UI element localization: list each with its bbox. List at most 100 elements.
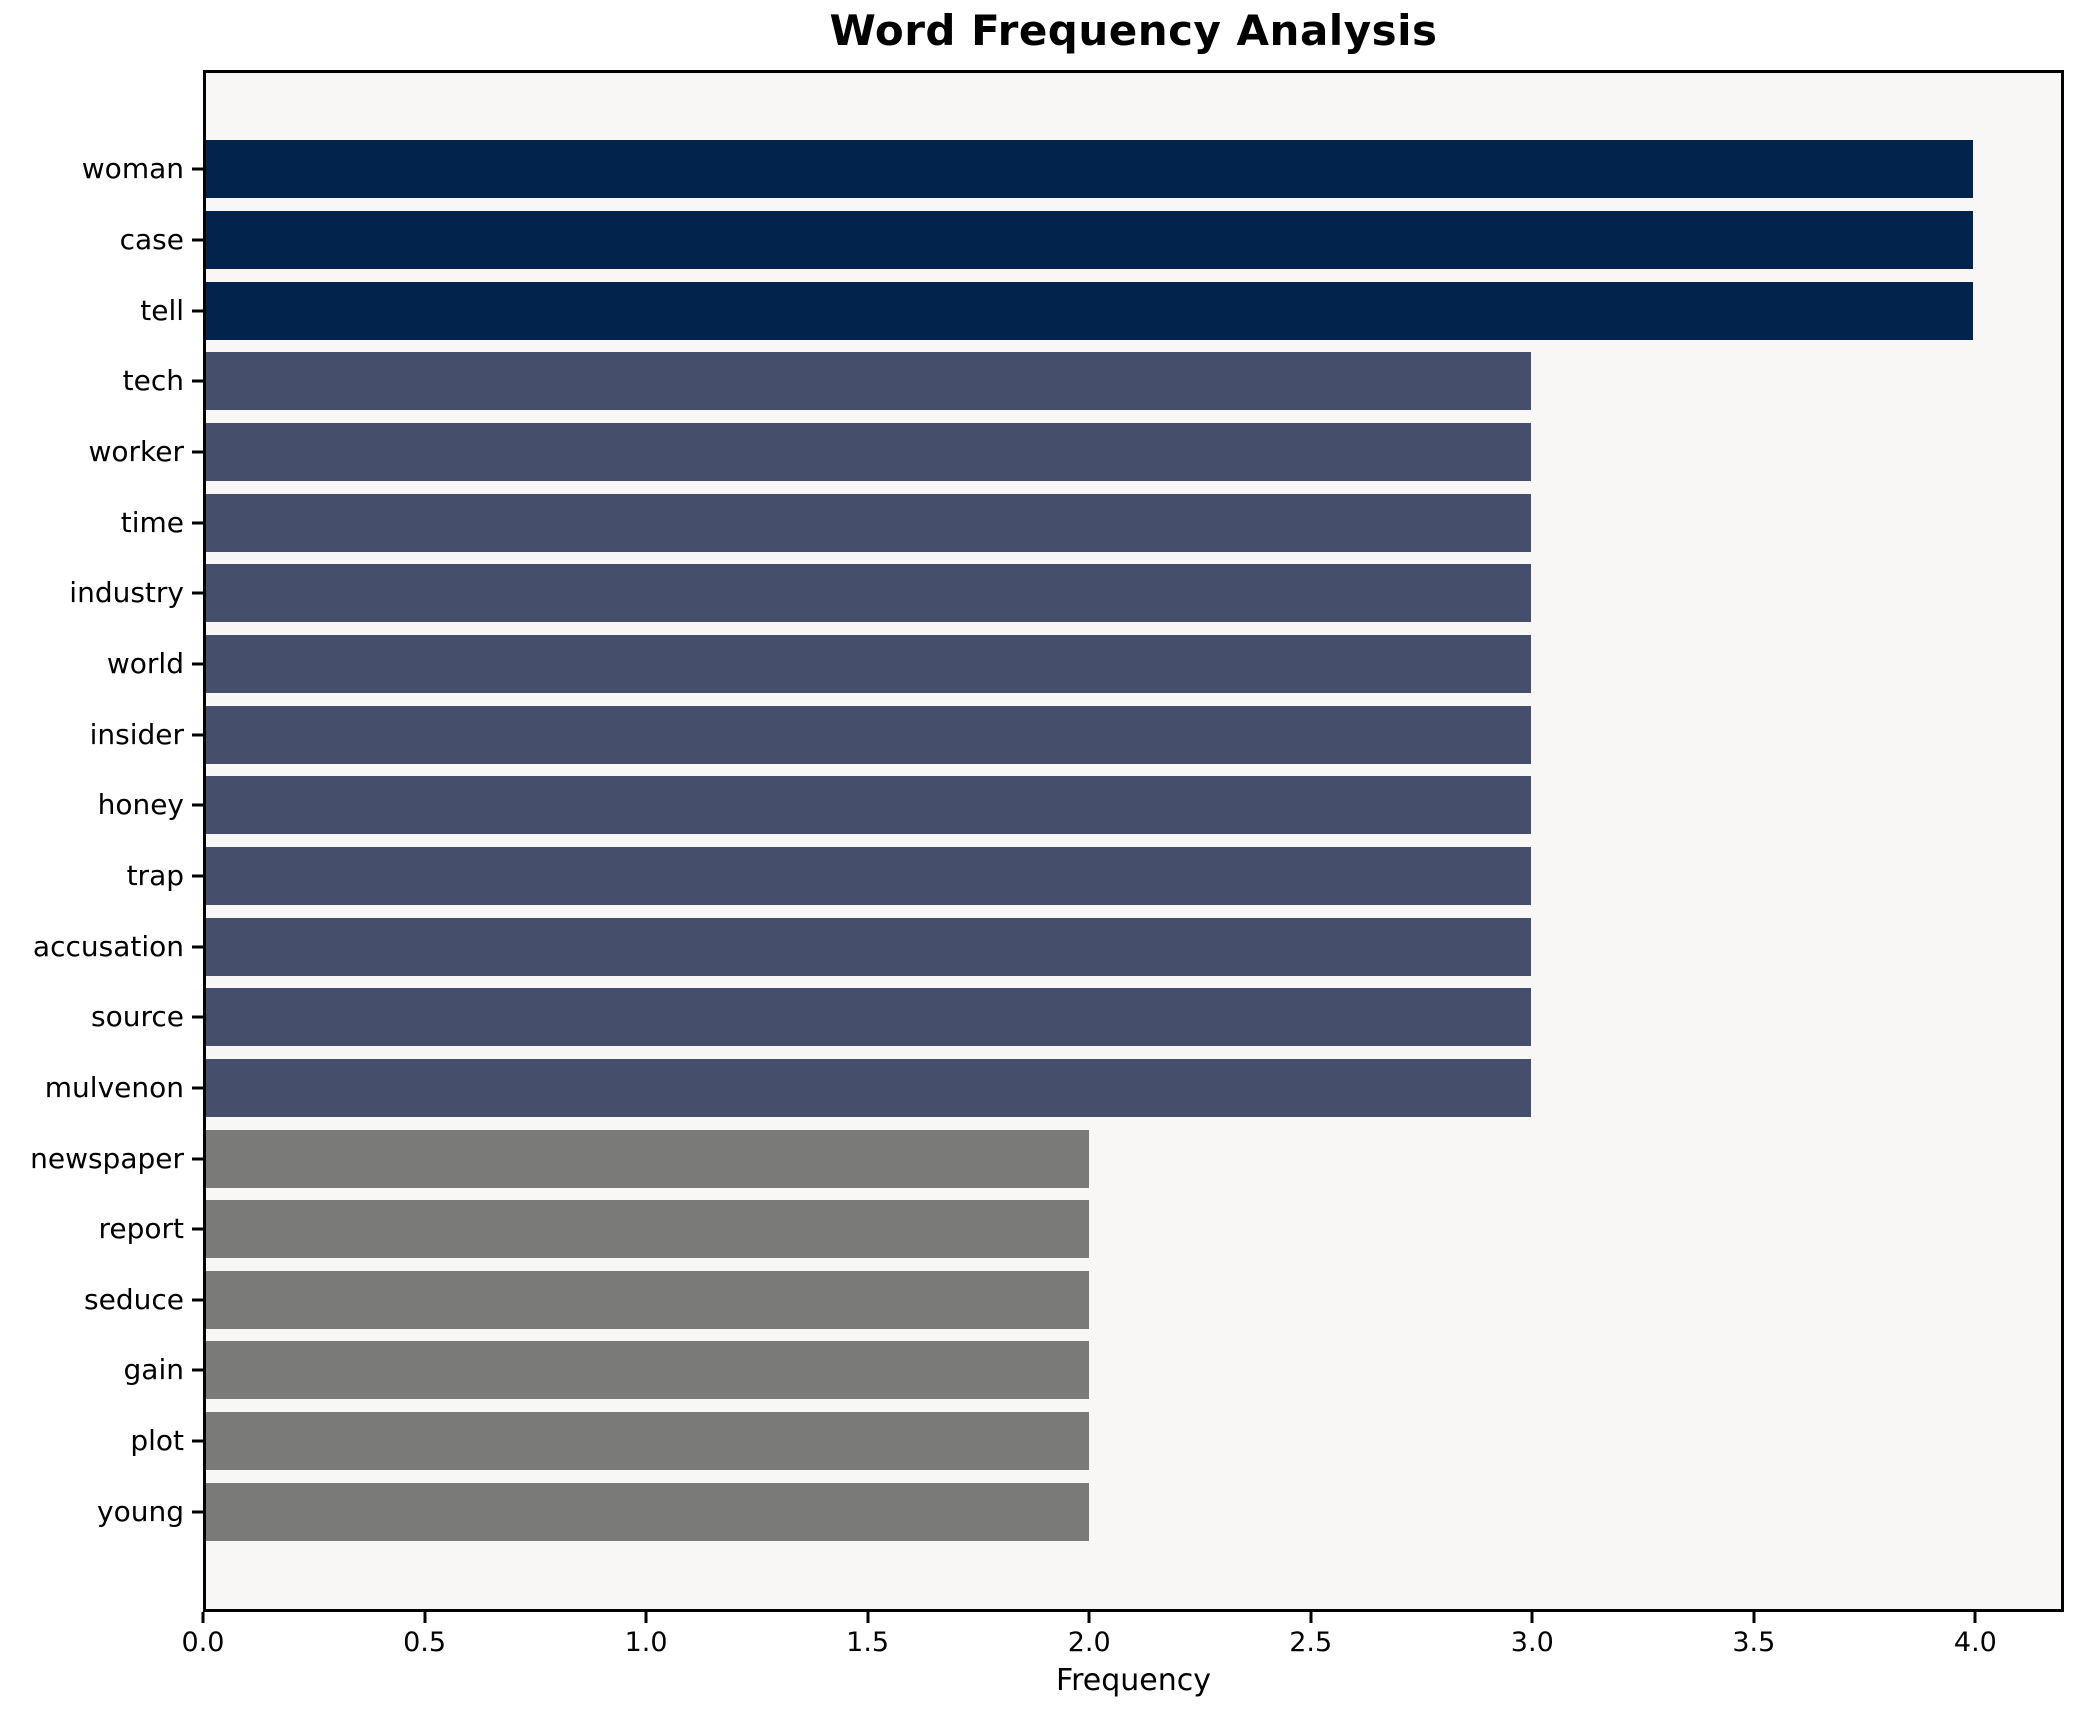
bar-row: accusation (33, 911, 2061, 982)
bar-row: case (120, 205, 2061, 276)
x-tick-label: 0.0 (181, 1627, 225, 1658)
x-tick-mark (1752, 1612, 1756, 1623)
x-tick-mark (1973, 1612, 1977, 1623)
bar (206, 422, 1531, 481)
y-tick-label: gain (123, 1353, 184, 1387)
y-tick-mark (192, 1510, 203, 1514)
y-tick-label: time (120, 505, 184, 539)
y-tick-mark (192, 379, 203, 383)
y-tick-label: plot (130, 1424, 184, 1458)
y-tick-mark (192, 167, 203, 171)
x-tick-mark (866, 1612, 870, 1623)
y-tick-label: world (106, 646, 184, 680)
bar (206, 634, 1531, 693)
y-tick-label: case (119, 222, 184, 256)
y-tick-mark (192, 238, 203, 242)
x-tick-label: 3.5 (1732, 1627, 1776, 1658)
bar-row: report (98, 1194, 2061, 1265)
x-tick-label: 1.0 (624, 1627, 668, 1658)
bar (206, 281, 1973, 340)
bar-row: worker (89, 417, 2061, 488)
bar (206, 1341, 1090, 1400)
y-tick-mark (192, 1298, 203, 1302)
bar (206, 352, 1531, 411)
y-tick-mark (192, 733, 203, 737)
x-tick-mark (1530, 1612, 1534, 1623)
x-tick-label: 0.5 (403, 1627, 447, 1658)
bars: woman case tell tech worker time industry world… (30, 134, 2061, 1547)
y-tick-label: industry (69, 576, 184, 610)
bar (206, 493, 1531, 552)
bar (206, 1270, 1090, 1329)
x-tick-mark (423, 1612, 427, 1623)
bar (206, 705, 1531, 764)
y-tick-mark (192, 803, 203, 807)
y-tick-label: trap (126, 858, 184, 892)
bar-row: tell (140, 275, 2061, 346)
bar (206, 564, 1531, 623)
bar-row: mulvenon (45, 1053, 2061, 1124)
x-axis-label: Frequency (1056, 1663, 1211, 1698)
y-tick-label: newspaper (30, 1141, 184, 1175)
y-tick-label: report (98, 1212, 184, 1246)
y-tick-mark (192, 1157, 203, 1161)
y-tick-mark (192, 1368, 203, 1372)
bar-row: industry (69, 558, 2061, 629)
y-tick-mark (192, 591, 203, 595)
bar-row: source (91, 982, 2061, 1053)
bar-row: world (107, 629, 2061, 700)
x-tick-mark (644, 1612, 648, 1623)
y-tick-mark (192, 1086, 203, 1090)
y-tick-mark (192, 1227, 203, 1231)
chart-title: Word Frequency Analysis (829, 6, 1438, 55)
y-tick-label: accusation (32, 929, 184, 963)
x-tick-mark (201, 1612, 205, 1623)
y-tick-label: tell (140, 293, 184, 327)
bar (206, 1482, 1090, 1541)
bar (206, 988, 1531, 1047)
bar-row: insider (90, 699, 2061, 770)
x-tick-label: 3.0 (1510, 1627, 1554, 1658)
y-tick-mark (192, 521, 203, 525)
y-tick-label: mulvenon (44, 1070, 184, 1104)
y-tick-label: tech (122, 364, 184, 398)
y-tick-mark (192, 662, 203, 666)
plot-area: woman case tell tech worker time industry world… (30, 70, 2064, 1612)
bar-row: trap (127, 841, 2061, 912)
bar-row: gain (124, 1335, 2061, 1406)
x-tick-label: 2.5 (1289, 1627, 1333, 1658)
bar (206, 776, 1531, 835)
bar-row: tech (123, 346, 2061, 417)
y-tick-mark (192, 1015, 203, 1019)
y-tick-label: honey (97, 788, 184, 822)
y-tick-label: young (97, 1494, 184, 1528)
y-tick-label: insider (89, 717, 184, 751)
bar (206, 1412, 1090, 1471)
y-tick-mark (192, 874, 203, 878)
x-tick-label: 2.0 (1067, 1627, 1111, 1658)
bar (206, 917, 1531, 976)
y-tick-mark (192, 309, 203, 313)
y-tick-label: worker (88, 434, 185, 468)
bar-row: newspaper (30, 1123, 2061, 1194)
y-tick-mark (192, 945, 203, 949)
bar-row: young (97, 1476, 2061, 1547)
x-tick-label: 1.5 (846, 1627, 890, 1658)
bar (206, 846, 1531, 905)
bar-row: woman (82, 134, 2061, 205)
bar-row: time (121, 487, 2061, 558)
x-tick-mark (1087, 1612, 1091, 1623)
y-tick-label: source (91, 1000, 184, 1034)
y-tick-mark (192, 450, 203, 454)
y-tick-label: woman (81, 152, 184, 186)
x-tick-label: 4.0 (1953, 1627, 1997, 1658)
bar-row: seduce (84, 1265, 2061, 1336)
y-tick-label: seduce (84, 1282, 184, 1316)
y-tick-mark (192, 1439, 203, 1443)
bar (206, 140, 1973, 199)
bar (206, 1129, 1090, 1188)
bar (206, 1058, 1531, 1117)
bar (206, 210, 1973, 269)
x-tick-mark (1309, 1612, 1313, 1623)
